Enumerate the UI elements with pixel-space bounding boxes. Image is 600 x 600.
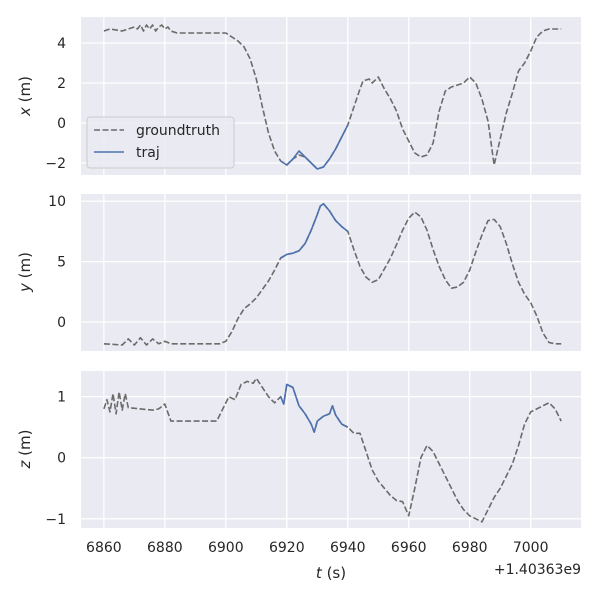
x-tick-label: 6900 xyxy=(208,540,244,556)
y-axis-label: x (m) xyxy=(16,76,34,117)
y-tick-label: 0 xyxy=(57,451,66,467)
y-axis-unit: (m) xyxy=(16,76,34,107)
x-tick-label: 7000 xyxy=(513,540,549,556)
y-tick-label: 0 xyxy=(57,116,66,132)
legend-label-groundtruth: groundtruth xyxy=(136,123,220,139)
y-axis-variable: x xyxy=(16,107,34,117)
series-line-traj xyxy=(279,383,349,433)
plot-background xyxy=(81,371,581,528)
y-tick-label: −2 xyxy=(45,156,66,172)
plot-background xyxy=(81,194,581,351)
series-line-traj xyxy=(280,124,349,170)
y-tick-label: 2 xyxy=(57,76,66,92)
panel-x: 4 2 0 −2 x (m) groundtruth traj xyxy=(16,17,581,175)
y-axis-unit: (m) xyxy=(16,252,34,283)
series-line-groundtruth xyxy=(103,24,562,170)
x-offset-label: +1.40363e9 xyxy=(494,562,581,578)
y-axis-variable: y xyxy=(16,282,34,293)
y-tick-label: 0 xyxy=(57,315,66,331)
panel-z: 1 0 −1 z (m) 6860 6880 6900 6920 6940 6960 6980 700… xyxy=(16,371,581,582)
y-axis-label: z (m) xyxy=(16,430,34,470)
y-tick-label: −1 xyxy=(45,512,66,528)
x-tick-label: 6920 xyxy=(269,540,305,556)
y-axis-label: y (m) xyxy=(16,252,34,293)
y-tick-label: 5 xyxy=(57,255,66,271)
x-tick-label: 6960 xyxy=(391,540,427,556)
y-axis-unit: (m) xyxy=(16,430,34,461)
series-line-groundtruth xyxy=(103,202,562,346)
legend: groundtruth traj xyxy=(86,116,235,169)
x-tick-label: 6860 xyxy=(86,540,122,556)
x-tick-label: 6880 xyxy=(147,540,183,556)
x-axis-label: t (s) xyxy=(316,564,346,582)
y-tick-label: 4 xyxy=(57,36,66,52)
legend-label-traj: traj xyxy=(136,145,160,161)
y-axis-variable: z xyxy=(16,459,34,469)
series-line-traj xyxy=(280,202,349,259)
panel-y: 10 5 0 y (m) xyxy=(16,194,581,351)
y-tick-label: 1 xyxy=(57,390,66,406)
y-tick-label: 10 xyxy=(48,194,66,210)
x-tick-label: 6980 xyxy=(452,540,488,556)
x-tick-label: 6940 xyxy=(330,540,366,556)
x-axis-variable: t xyxy=(316,564,323,582)
x-axis-unit: (s) xyxy=(322,564,346,582)
